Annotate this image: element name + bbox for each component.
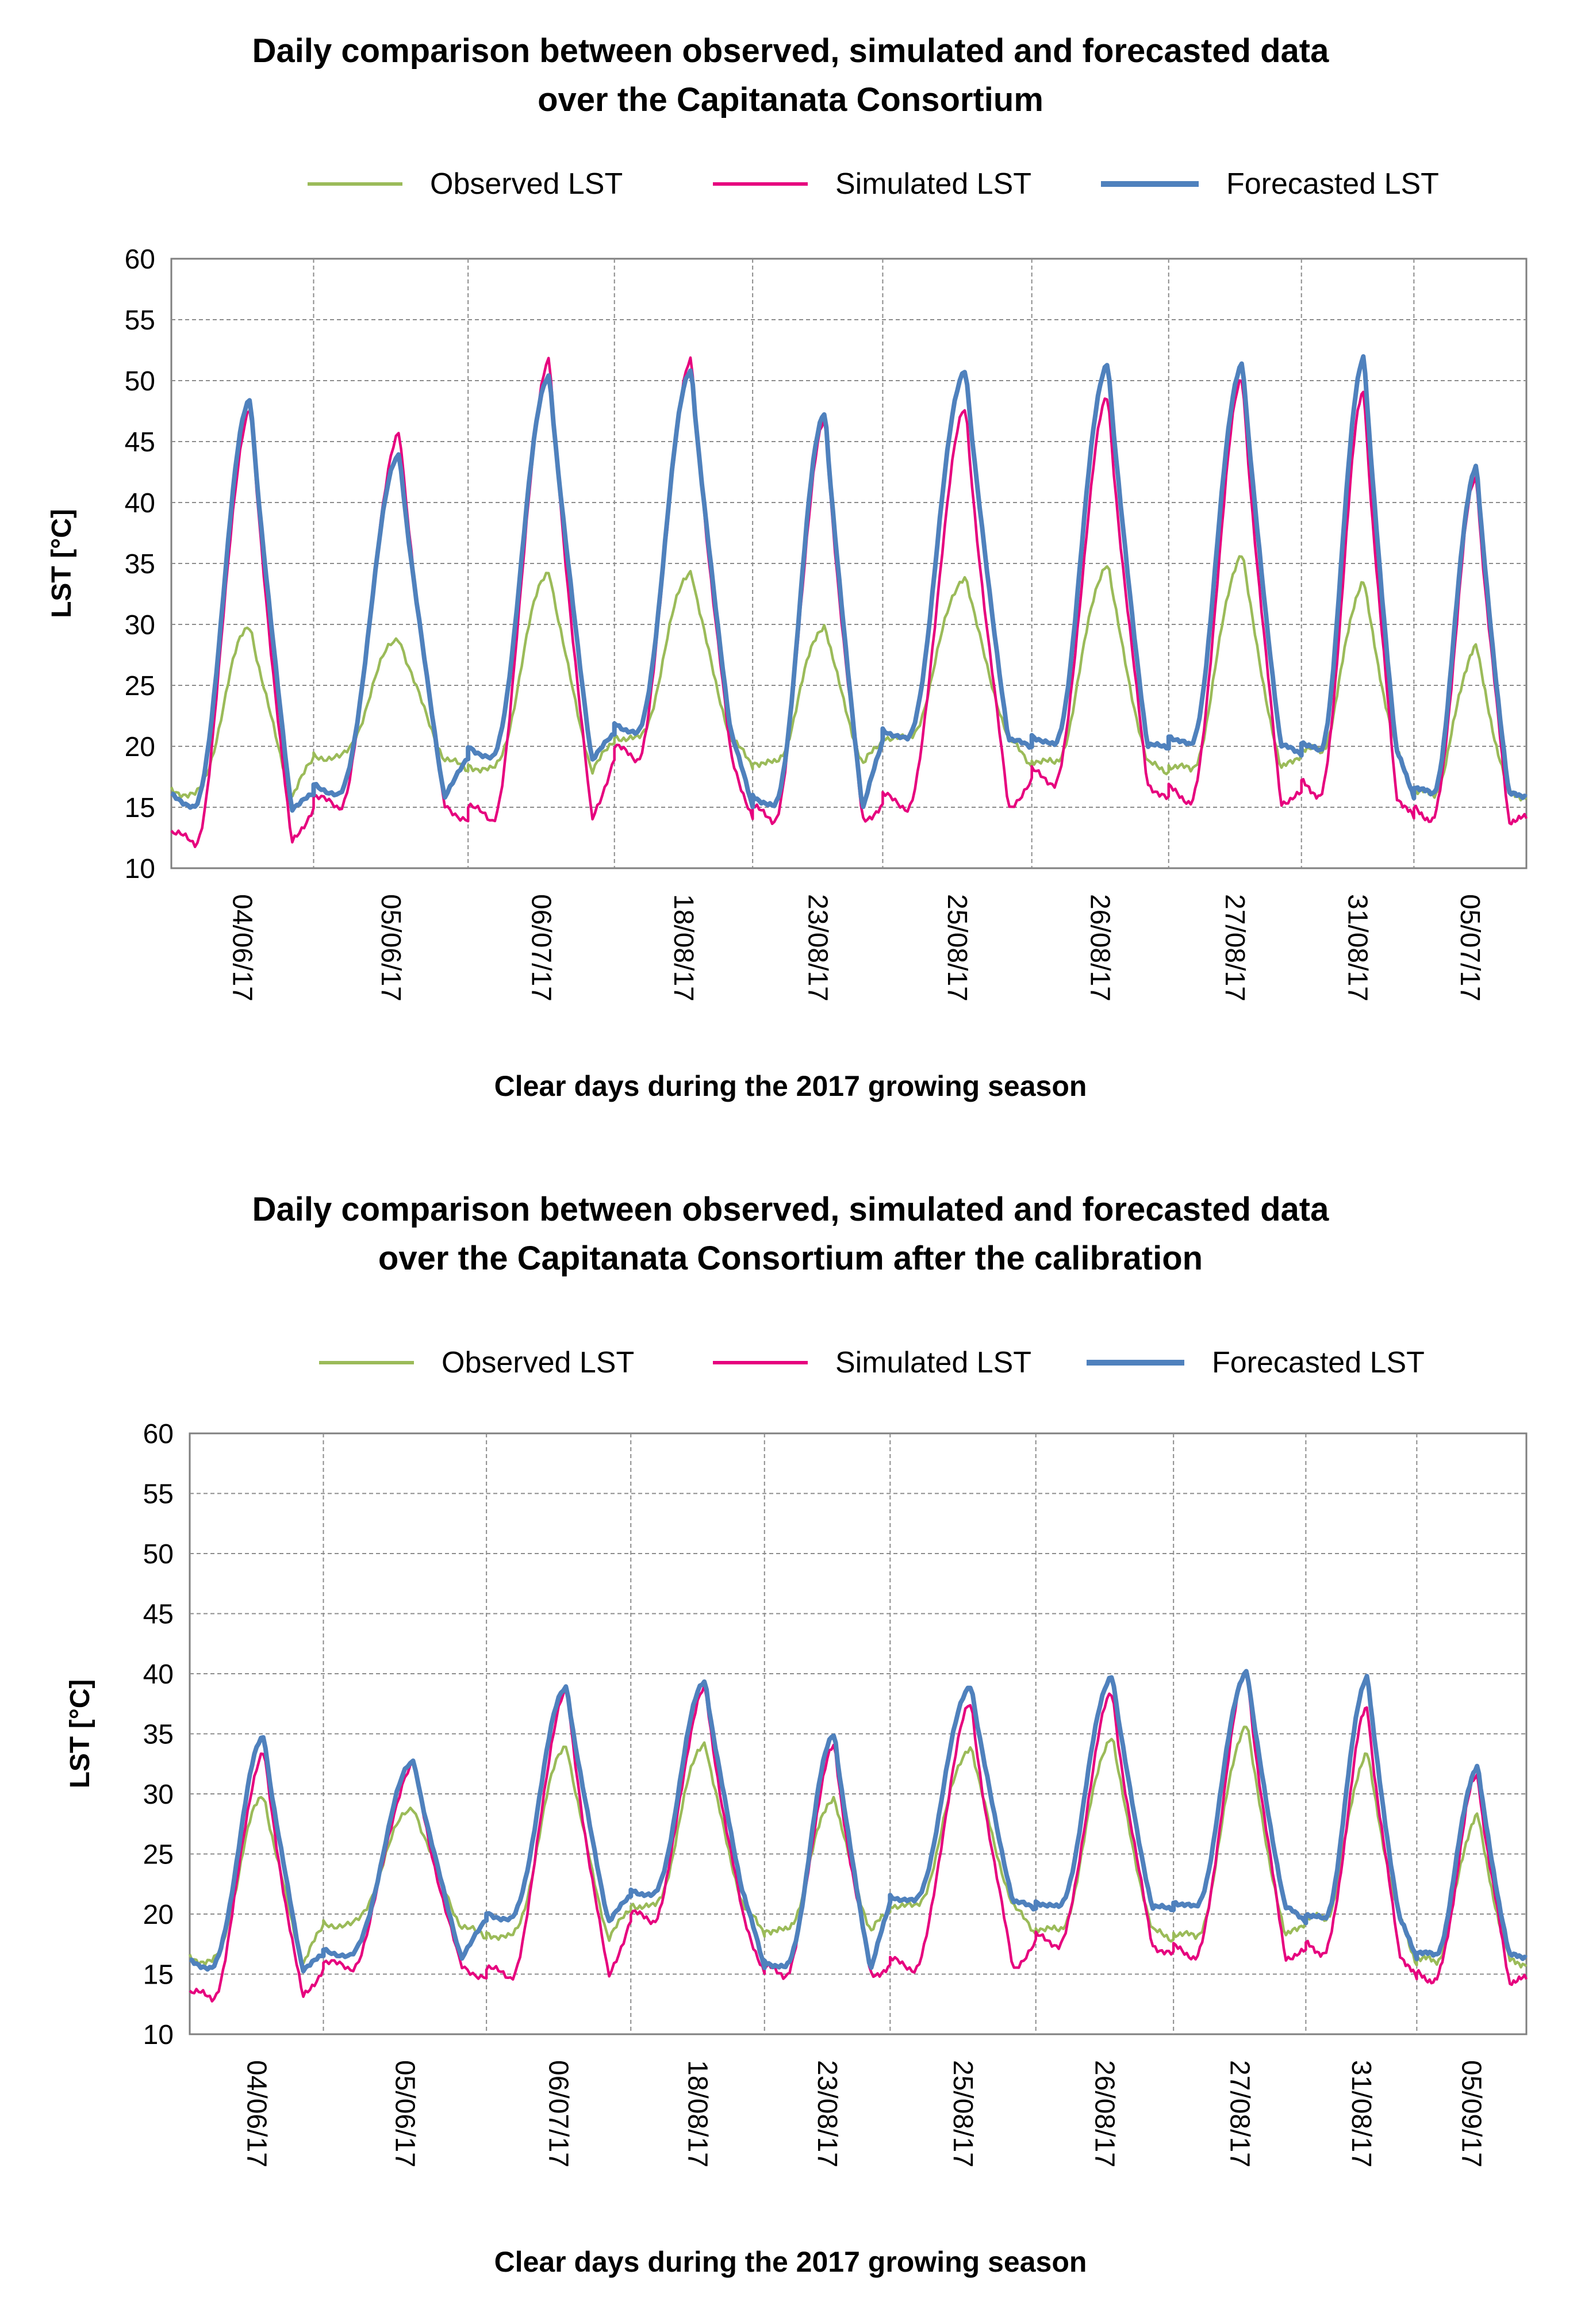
chart-legend: Observed LST Simulated LST Forecasted LS… xyxy=(0,164,1581,204)
legend-item-forecasted: Forecasted LST xyxy=(1087,1343,1425,1383)
legend-label-simulated: Simulated LST xyxy=(835,167,1032,201)
x-axis-title: Clear days during the 2017 growing seaso… xyxy=(494,1070,1087,1102)
x-axis-title: Clear days during the 2017 growing seaso… xyxy=(494,2246,1087,2278)
series-line-forecasted xyxy=(170,354,1528,813)
chart-legend: Observed LST Simulated LST Forecasted LS… xyxy=(0,1343,1581,1383)
legend-label-forecasted: Forecasted LST xyxy=(1212,1346,1425,1379)
y-tick-label: 60 xyxy=(125,244,155,275)
y-tick-label: 45 xyxy=(125,427,155,458)
y-tick-label: 50 xyxy=(125,366,155,397)
legend-swatch-simulated xyxy=(713,1361,808,1364)
x-tick-label: 23/08/17 xyxy=(812,2060,842,2168)
y-tick-label: 55 xyxy=(143,1479,174,1510)
y-tick-label: 10 xyxy=(143,2020,174,2050)
legend-swatch-forecasted xyxy=(1087,1360,1184,1366)
x-tick-label: 23/08/17 xyxy=(802,894,832,1002)
legend-swatch-simulated xyxy=(713,182,808,186)
chart-panel-original: Daily comparison between observed, simul… xyxy=(0,0,1581,1150)
x-tick-label: 25/08/17 xyxy=(942,894,972,1002)
y-tick-label: 10 xyxy=(125,854,155,884)
x-tick-label: 26/08/17 xyxy=(1089,2060,1119,2168)
chart-title-line-1: Daily comparison between observed, simul… xyxy=(252,32,1329,70)
x-tick-label: 31/08/17 xyxy=(1346,2060,1376,2168)
legend-label-observed: Observed LST xyxy=(442,1346,635,1379)
legend-label-observed: Observed LST xyxy=(430,167,623,201)
legend-swatch-observed xyxy=(308,182,402,186)
legend-swatch-forecasted xyxy=(1101,181,1199,187)
y-tick-label: 60 xyxy=(143,1419,174,1449)
x-tick-label: 05/06/17 xyxy=(375,894,406,1002)
chart-panel-calibrated: Daily comparison between observed, simul… xyxy=(0,1161,1581,2323)
chart-title-line-1: Daily comparison between observed, simul… xyxy=(252,1191,1329,1228)
x-tick-label: 05/09/17 xyxy=(1456,2060,1487,2168)
y-tick-label: 35 xyxy=(143,1720,174,1750)
y-tick-label: 25 xyxy=(125,671,155,701)
y-tick-label: 50 xyxy=(143,1539,174,1570)
legend-item-simulated: Simulated LST xyxy=(713,1343,1031,1383)
chart-title-line-2: over the Capitanata Consortium after the… xyxy=(378,1240,1203,1277)
x-tick-label: 04/06/17 xyxy=(227,894,258,1002)
x-tick-label: 27/08/17 xyxy=(1224,2060,1254,2168)
y-tick-label: 25 xyxy=(143,1840,174,1870)
x-tick-label: 04/06/17 xyxy=(241,2060,271,2168)
y-tick-label: 30 xyxy=(125,610,155,641)
y-axis-title: LST [°C] xyxy=(65,1679,95,1789)
x-tick-label: 27/08/17 xyxy=(1219,894,1250,1002)
chart-plot-original: 10 15 20 25 30 35 40 45 50 55 60 LST [°C] 04/06/17 05… xyxy=(47,244,1528,1002)
x-tick-label: 06/07/17 xyxy=(525,894,556,1002)
chart-title-line-2: over the Capitanata Consortium xyxy=(538,81,1043,118)
y-tick-label: 40 xyxy=(143,1659,174,1690)
x-tick-label: 05/06/17 xyxy=(389,2060,420,2168)
y-tick-label: 40 xyxy=(125,488,155,519)
y-tick-label: 20 xyxy=(143,1900,174,1930)
x-tick-label: 06/07/17 xyxy=(543,2060,574,2168)
legend-item-forecasted: Forecasted LST xyxy=(1101,164,1439,204)
y-tick-label: 15 xyxy=(143,1960,174,1991)
x-tick-label: 05/07/17 xyxy=(1455,894,1485,1002)
y-axis-title: LST [°C] xyxy=(47,509,77,618)
x-tick-label: 18/08/17 xyxy=(682,2060,713,2168)
series-line-forecasted xyxy=(189,1669,1528,1974)
legend-swatch-observed xyxy=(319,1361,414,1364)
y-tick-label: 20 xyxy=(125,732,155,762)
x-tick-label: 25/08/17 xyxy=(947,2060,978,2168)
legend-label-simulated: Simulated LST xyxy=(835,1346,1032,1379)
y-tick-label: 55 xyxy=(125,305,155,336)
legend-item-observed: Observed LST xyxy=(308,164,623,204)
y-tick-label: 35 xyxy=(125,549,155,580)
chart-plot-calibrated: 10 15 20 25 30 35 40 45 50 55 60 LST [°C] 04/06/17 05… xyxy=(65,1419,1528,2168)
legend-item-observed: Observed LST xyxy=(319,1343,634,1383)
y-tick-label: 45 xyxy=(143,1600,174,1630)
x-tick-label: 18/08/17 xyxy=(668,894,699,1002)
y-tick-label: 30 xyxy=(143,1780,174,1810)
x-tick-label: 31/08/17 xyxy=(1342,894,1373,1002)
y-tick-label: 15 xyxy=(125,793,155,823)
legend-item-simulated: Simulated LST xyxy=(713,164,1031,204)
x-tick-label: 26/08/17 xyxy=(1085,894,1115,1002)
legend-label-forecasted: Forecasted LST xyxy=(1226,167,1439,201)
series-line-simulated xyxy=(189,1672,1528,2003)
